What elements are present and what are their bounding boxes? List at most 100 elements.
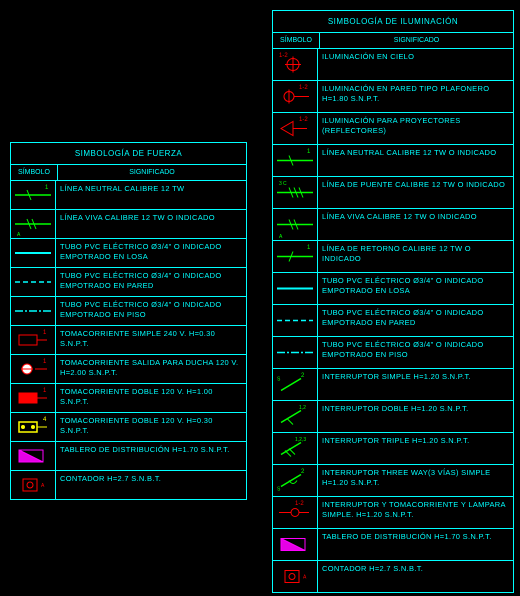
table-row: 1 LÍNEA NEUTRAL CALIBRE 12 TW O INDICADO	[273, 145, 513, 177]
left-panel: SIMBOLOGÍA DE FUERZA SÍMBOLO SIGNIFICADO…	[10, 142, 247, 500]
tube-piso-r-icon	[273, 337, 318, 368]
svg-text:1,2: 1,2	[299, 405, 306, 411]
table-row: A LÍNEA VIVA CALIBRE 12 TW O INDICADO	[11, 210, 246, 239]
meaning-text: INTERRUPTOR SIMPLE H=1.20 S.N.P.T.	[318, 369, 513, 400]
meaning-text: TUBO PVC ELÉCTRICO Ø3/4" O INDICADO EMPO…	[56, 239, 246, 267]
table-row: 1-2 INTERRUPTOR Y TOMACORRIENTE Y LAMPAR…	[273, 497, 513, 529]
contador-r-icon: A	[273, 561, 318, 592]
outlet-doble-1-icon: 1	[11, 384, 56, 412]
meaning-text: TOMACORRIENTE DOBLE 120 V. H=1.00 S.N.P.…	[56, 384, 246, 412]
svg-text:A: A	[17, 232, 21, 238]
puente-line-icon: 3C	[273, 177, 318, 208]
meaning-text: TOMACORRIENTE DOBLE 120 V. H=0.30 S.N.P.…	[56, 413, 246, 441]
table-row: 1 TOMACORRIENTE SALIDA PARA DUCHA 120 V.…	[11, 355, 246, 384]
table-row: TUBO PVC ELÉCTRICO Ø3/4" O INDICADO EMPO…	[11, 239, 246, 268]
svg-text:1: 1	[307, 149, 311, 155]
svg-text:A: A	[41, 483, 45, 489]
meaning-text: LÍNEA DE RETORNO CALIBRE 12 TW O INDICAD…	[318, 241, 513, 272]
header-row: SÍMBOLO SIGNIFICADO	[273, 33, 513, 49]
svg-text:1: 1	[307, 245, 311, 251]
svg-text:1: 1	[43, 330, 47, 336]
meaning-text: TOMACORRIENTE SIMPLE 240 V. H=0.30 S.N.P…	[56, 326, 246, 354]
tablero-icon	[11, 442, 56, 470]
table-row: S 2 INTERRUPTOR SIMPLE H=1.20 S.N.P.T.	[273, 369, 513, 401]
svg-text:1: 1	[43, 359, 47, 365]
table-row: A CONTADOR H=2.7 S.N.B.T.	[273, 561, 513, 592]
tablero-r-icon	[273, 529, 318, 560]
meaning-text: CONTADOR H=2.7 S.N.B.T.	[318, 561, 513, 592]
table-row: 1 LÍNEA DE RETORNO CALIBRE 12 TW O INDIC…	[273, 241, 513, 273]
meaning-text: TABLERO DE DISTRIBUCIÓN H=1.70 S.N.P.T.	[56, 442, 246, 470]
meaning-text: INTERRUPTOR Y TOMACORRIENTE Y LAMPARA SI…	[318, 497, 513, 528]
table-row: 1 TOMACORRIENTE SIMPLE 240 V. H=0.30 S.N…	[11, 326, 246, 355]
svg-text:3: 3	[279, 181, 282, 187]
meaning-text: ILUMINACIÓN EN CIELO	[318, 49, 513, 80]
table-row: 4 TOMACORRIENTE DOBLE 120 V. H=0.30 S.N.…	[11, 413, 246, 442]
outlet-doble-03-icon: 4	[11, 413, 56, 441]
table-row: S2 INTERRUPTOR THREE WAY(3 VÍAS) SIMPLE …	[273, 465, 513, 497]
panel-title: SIMBOLOGÍA DE FUERZA	[11, 143, 246, 165]
meaning-text: TUBO PVC ELÉCTRICO Ø3/4" O INDICADO EMPO…	[318, 337, 513, 368]
header-meaning: SIGNIFICADO	[320, 33, 513, 48]
table-row: A LÍNEA VIVA CALIBRE 12 TW O INDICADO	[273, 209, 513, 241]
retorno-line-icon: 1	[273, 241, 318, 272]
outlet-ducha-icon: 1	[11, 355, 56, 383]
table-row: 1-2 ILUMINACIÓN EN CIELO	[273, 49, 513, 81]
neutral-line-icon: 1	[11, 181, 56, 209]
meaning-text: TUBO PVC ELÉCTRICO Ø3/4" O INDICADO EMPO…	[318, 305, 513, 336]
header-meaning: SIGNIFICADO	[58, 165, 246, 180]
contador-icon: A	[11, 471, 56, 499]
header-symbol: SÍMBOLO	[273, 33, 320, 48]
svg-text:2: 2	[301, 373, 305, 379]
svg-text:1-2: 1-2	[295, 501, 304, 507]
table-row: TUBO PVC ELÉCTRICO Ø3/4" O INDICADO EMPO…	[11, 268, 246, 297]
table-row: 1 LÍNEA NEUTRAL CALIBRE 12 TW	[11, 181, 246, 210]
switch-triple-icon: 1,2,3	[273, 433, 318, 464]
table-row: 1-2 ILUMINACIÓN EN PARED TIPO PLAFONERO …	[273, 81, 513, 113]
ceiling-light-icon: 1-2	[273, 49, 318, 80]
right-panel: SIMBOLOGÍA DE ILUMINACIÓN SÍMBOLO SIGNIF…	[272, 10, 514, 593]
meaning-text: TUBO PVC ELÉCTRICO Ø3/4" O INDICADO EMPO…	[56, 297, 246, 325]
table-row: 1-2 ILUMINACIÓN PARA PROYECTORES (REFLEC…	[273, 113, 513, 145]
switch-lamp-icon: 1-2	[273, 497, 318, 528]
svg-text:2: 2	[301, 469, 305, 475]
table-row: TUBO PVC ELÉCTRICO Ø3/4" O INDICADO EMPO…	[273, 273, 513, 305]
table-row: TABLERO DE DISTRIBUCIÓN H=1.70 S.N.P.T.	[11, 442, 246, 471]
svg-text:A: A	[279, 234, 283, 240]
tube-losa-r-icon	[273, 273, 318, 304]
meaning-text: CONTADOR H=2.7 S.N.B.T.	[56, 471, 246, 499]
meaning-text: TUBO PVC ELÉCTRICO Ø3/4" O INDICADO EMPO…	[318, 273, 513, 304]
svg-text:A: A	[303, 575, 307, 581]
svg-text:1: 1	[45, 185, 49, 191]
meaning-text: ILUMINACIÓN PARA PROYECTORES (REFLECTORE…	[318, 113, 513, 144]
table-row: 1,2,3 INTERRUPTOR TRIPLE H=1.20 S.N.P.T.	[273, 433, 513, 465]
table-row: 3C LÍNEA DE PUENTE CALIBRE 12 TW O INDIC…	[273, 177, 513, 209]
svg-text:1,2,3: 1,2,3	[295, 437, 306, 443]
tube-pared-r-icon	[273, 305, 318, 336]
meaning-text: TOMACORRIENTE SALIDA PARA DUCHA 120 V. H…	[56, 355, 246, 383]
outlet-240-icon: 1	[11, 326, 56, 354]
panel-title: SIMBOLOGÍA DE ILUMINACIÓN	[273, 11, 513, 33]
svg-text:1-2: 1-2	[299, 85, 308, 91]
meaning-text: INTERRUPTOR THREE WAY(3 VÍAS) SIMPLE H=1…	[318, 465, 513, 496]
neutral-line-r-icon: 1	[273, 145, 318, 176]
meaning-text: INTERRUPTOR TRIPLE H=1.20 S.N.P.T.	[318, 433, 513, 464]
table-row: A CONTADOR H=2.7 S.N.B.T.	[11, 471, 246, 499]
svg-text:S: S	[277, 377, 281, 383]
live-line-r-icon: A	[273, 209, 318, 240]
svg-text:1-2: 1-2	[299, 117, 308, 123]
table-row: TUBO PVC ELÉCTRICO Ø3/4" O INDICADO EMPO…	[11, 297, 246, 326]
meaning-text: TUBO PVC ELÉCTRICO Ø3/4" O INDICADO EMPO…	[56, 268, 246, 296]
table-row: 1 TOMACORRIENTE DOBLE 120 V. H=1.00 S.N.…	[11, 384, 246, 413]
meaning-text: LÍNEA VIVA CALIBRE 12 TW O INDICADO	[56, 210, 246, 238]
svg-text:1: 1	[43, 388, 47, 394]
meaning-text: LÍNEA DE PUENTE CALIBRE 12 TW O INDICADO	[318, 177, 513, 208]
tube-piso-icon	[11, 297, 56, 325]
meaning-text: ILUMINACIÓN EN PARED TIPO PLAFONERO H=1.…	[318, 81, 513, 112]
meaning-text: TABLERO DE DISTRIBUCIÓN H=1.70 S.N.P.T.	[318, 529, 513, 560]
svg-text:S: S	[277, 487, 281, 493]
meaning-text: INTERRUPTOR DOBLE H=1.20 S.N.P.T.	[318, 401, 513, 432]
switch-3way-icon: S2	[273, 465, 318, 496]
meaning-text: LÍNEA VIVA CALIBRE 12 TW O INDICADO	[318, 209, 513, 240]
tube-losa-icon	[11, 239, 56, 267]
